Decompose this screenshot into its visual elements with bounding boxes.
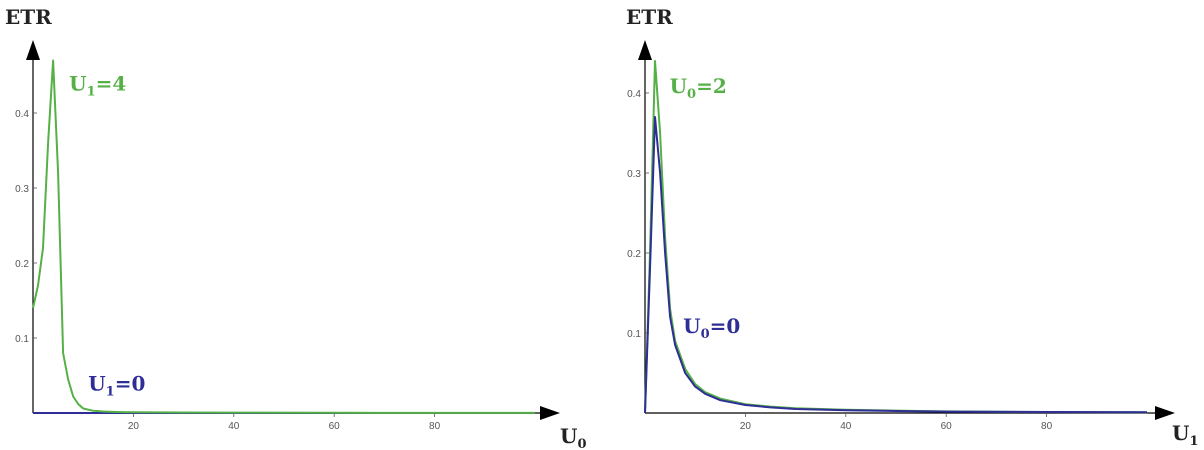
- x-axis-label: U0: [560, 424, 587, 450]
- y-tick-label: 0.3: [15, 184, 29, 195]
- y-tick-label: 0.3: [627, 169, 641, 180]
- y-tick-label: 0.1: [15, 334, 29, 345]
- x-tick-label: 60: [941, 421, 953, 432]
- y-tick-label: 0.4: [15, 109, 29, 120]
- series-label-blue: U0=0: [683, 314, 740, 342]
- x-axis-arrow: [540, 406, 560, 420]
- series-line-green: [32, 59, 535, 414]
- x-tick-label: 60: [329, 421, 341, 432]
- y-tick-label: 0.1: [627, 329, 641, 340]
- chart-panel-1: 20 40 60 80 0.1 0.2 0.3 0.4 U1=4 U1=0 ETR U0: [5, 5, 587, 450]
- x-tick-label: 20: [128, 421, 140, 432]
- y-tick-label: 0.2: [627, 249, 641, 260]
- x-tick-label: 40: [840, 421, 852, 432]
- chart-panel-2: 20 40 60 80 0.1 0.2 0.3 0.4 U0=2 U0=0 ETR U1: [626, 5, 1199, 449]
- series-line-green: [644, 60, 1148, 414]
- series-label-green: U0=2: [670, 74, 727, 102]
- y-axis-arrow: [638, 40, 652, 60]
- x-tick-label: 40: [228, 421, 240, 432]
- x-tick-label: 20: [740, 421, 752, 432]
- x-tick-label: 80: [429, 421, 441, 432]
- y-axis-label: ETR: [626, 5, 673, 29]
- x-axis-arrow: [1155, 406, 1175, 420]
- y-tick-label: 0.4: [627, 89, 641, 100]
- y-tick-label: 0.2: [15, 259, 29, 270]
- x-tick-label: 80: [1041, 421, 1053, 432]
- series-label-green: U1=4: [69, 72, 126, 100]
- x-axis-label: U1: [1172, 421, 1199, 449]
- y-axis-label: ETR: [5, 5, 52, 29]
- series-line-blue: [644, 116, 1148, 414]
- series-label-blue: U1=0: [88, 372, 145, 400]
- y-axis-arrow: [26, 40, 40, 60]
